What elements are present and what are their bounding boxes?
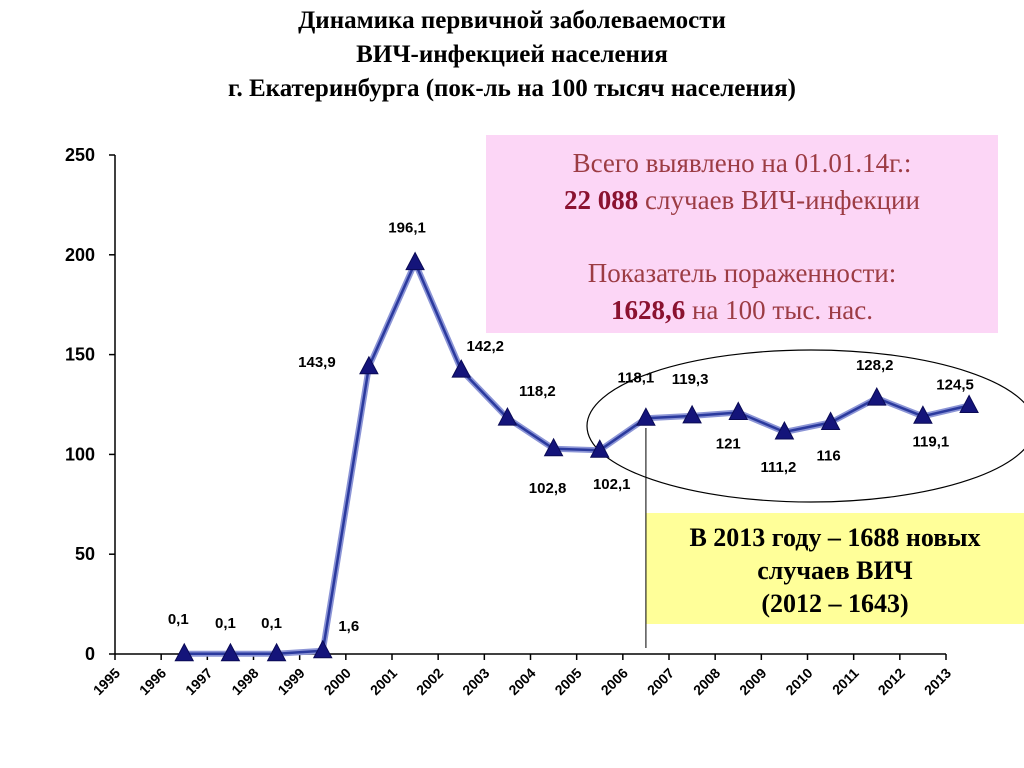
x-tick-label: 2008 <box>690 665 723 698</box>
data-point-marker <box>728 401 749 420</box>
data-label: 142,2 <box>466 338 504 355</box>
note-line-3: (2012 – 1643) <box>761 589 909 618</box>
data-point-marker <box>359 355 379 375</box>
x-tick-label: 1998 <box>228 665 261 698</box>
x-tick-label: 1995 <box>90 665 123 698</box>
x-tick-label: 2012 <box>875 665 908 698</box>
chart-title: Динамика первичной заболеваемости ВИЧ-ин… <box>0 4 1024 106</box>
new-cases-note-box: В 2013 году – 1688 новых случаев ВИЧ (20… <box>646 513 1024 624</box>
data-label: 124,5 <box>936 376 974 393</box>
series-line-halo <box>184 259 970 657</box>
data-label: 102,8 <box>529 480 567 497</box>
data-point-marker <box>959 394 979 413</box>
x-tick-label: 2013 <box>921 665 954 698</box>
data-label: 1,6 <box>338 618 359 635</box>
data-point-marker <box>866 387 887 406</box>
highlight-ellipse <box>586 349 1024 503</box>
x-tick-label: 1996 <box>136 665 169 698</box>
data-point-marker <box>220 642 241 662</box>
y-tick-label: 100 <box>65 444 95 464</box>
x-tick-label: 2011 <box>829 665 862 698</box>
prevalence-text: на 100 тыс. нас. <box>691 295 874 325</box>
info-line-4: 1628,6 на 100 тыс. нас. <box>486 292 998 329</box>
data-label: 121 <box>716 435 741 452</box>
y-tick-label: 50 <box>75 544 95 564</box>
data-label: 119,3 <box>672 371 709 388</box>
data-label: 102,1 <box>593 476 631 493</box>
data-point-marker <box>451 359 472 378</box>
data-label: 119,1 <box>913 433 950 450</box>
data-point-marker <box>774 420 795 440</box>
data-point-marker <box>913 405 933 424</box>
title-line-2: ВИЧ-инфекцией населения <box>356 41 668 68</box>
total-cases-number: 22 088 <box>564 185 639 215</box>
x-tick-label: 1997 <box>182 665 215 698</box>
data-point-marker <box>543 437 564 457</box>
x-tick-label: 2000 <box>321 665 354 698</box>
data-point-marker <box>589 439 610 458</box>
data-point-marker <box>497 407 518 426</box>
x-tick-label: 2003 <box>459 665 492 698</box>
x-tick-label: 2004 <box>505 665 538 698</box>
note-line-2: случаев ВИЧ <box>757 556 913 585</box>
total-cases-text: случаев ВИЧ-инфекции <box>645 185 920 215</box>
x-tick-label: 2001 <box>367 665 400 698</box>
data-label: 118,2 <box>519 383 556 400</box>
y-tick-label: 200 <box>65 245 95 265</box>
total-cases-info-box: Всего выявлено на 01.01.14г.: 22 088 слу… <box>486 135 998 333</box>
data-label: 196,1 <box>388 220 426 237</box>
data-label: 0,1 <box>215 615 236 632</box>
data-label: 143,9 <box>298 354 336 371</box>
data-point-marker <box>312 639 333 659</box>
x-tick-label: 2010 <box>782 665 815 698</box>
data-label: 116 <box>816 447 840 464</box>
x-tick-label: 2002 <box>413 665 446 698</box>
data-label: 0,1 <box>168 611 189 628</box>
info-line-2: 22 088 случаев ВИЧ-инфекции <box>486 182 998 219</box>
data-label: 128,2 <box>856 357 894 374</box>
y-tick-label: 250 <box>65 145 95 165</box>
data-point-marker <box>682 404 702 424</box>
x-tick-label: 2007 <box>644 665 677 698</box>
prevalence-number: 1628,6 <box>610 295 686 325</box>
data-label: 118,1 <box>618 369 655 386</box>
y-tick-label: 0 <box>85 644 95 664</box>
data-point-marker <box>820 411 841 430</box>
note-line-1: В 2013 году – 1688 новых <box>689 523 981 552</box>
info-line-1: Всего выявлено на 01.01.14г.: <box>572 148 912 178</box>
x-tick-label: 2005 <box>551 665 584 698</box>
series-line <box>184 261 970 656</box>
y-tick-label: 150 <box>65 345 95 365</box>
x-tick-label: 2009 <box>736 665 769 698</box>
data-point-marker <box>405 251 425 271</box>
data-label: 0,1 <box>261 615 282 632</box>
title-line-3: г. Екатеринбурга (пок-ль на 100 тысяч на… <box>227 75 797 102</box>
title-line-1: Динамика первичной заболеваемости <box>298 7 726 34</box>
x-tick-label: 2006 <box>598 665 631 698</box>
info-line-3: Показатель пораженности: <box>587 258 897 288</box>
data-point-marker <box>266 642 287 662</box>
data-point-marker <box>174 642 195 662</box>
x-tick-label: 1999 <box>274 665 307 698</box>
data-point-marker <box>636 407 656 426</box>
data-label: 111,2 <box>760 459 796 476</box>
